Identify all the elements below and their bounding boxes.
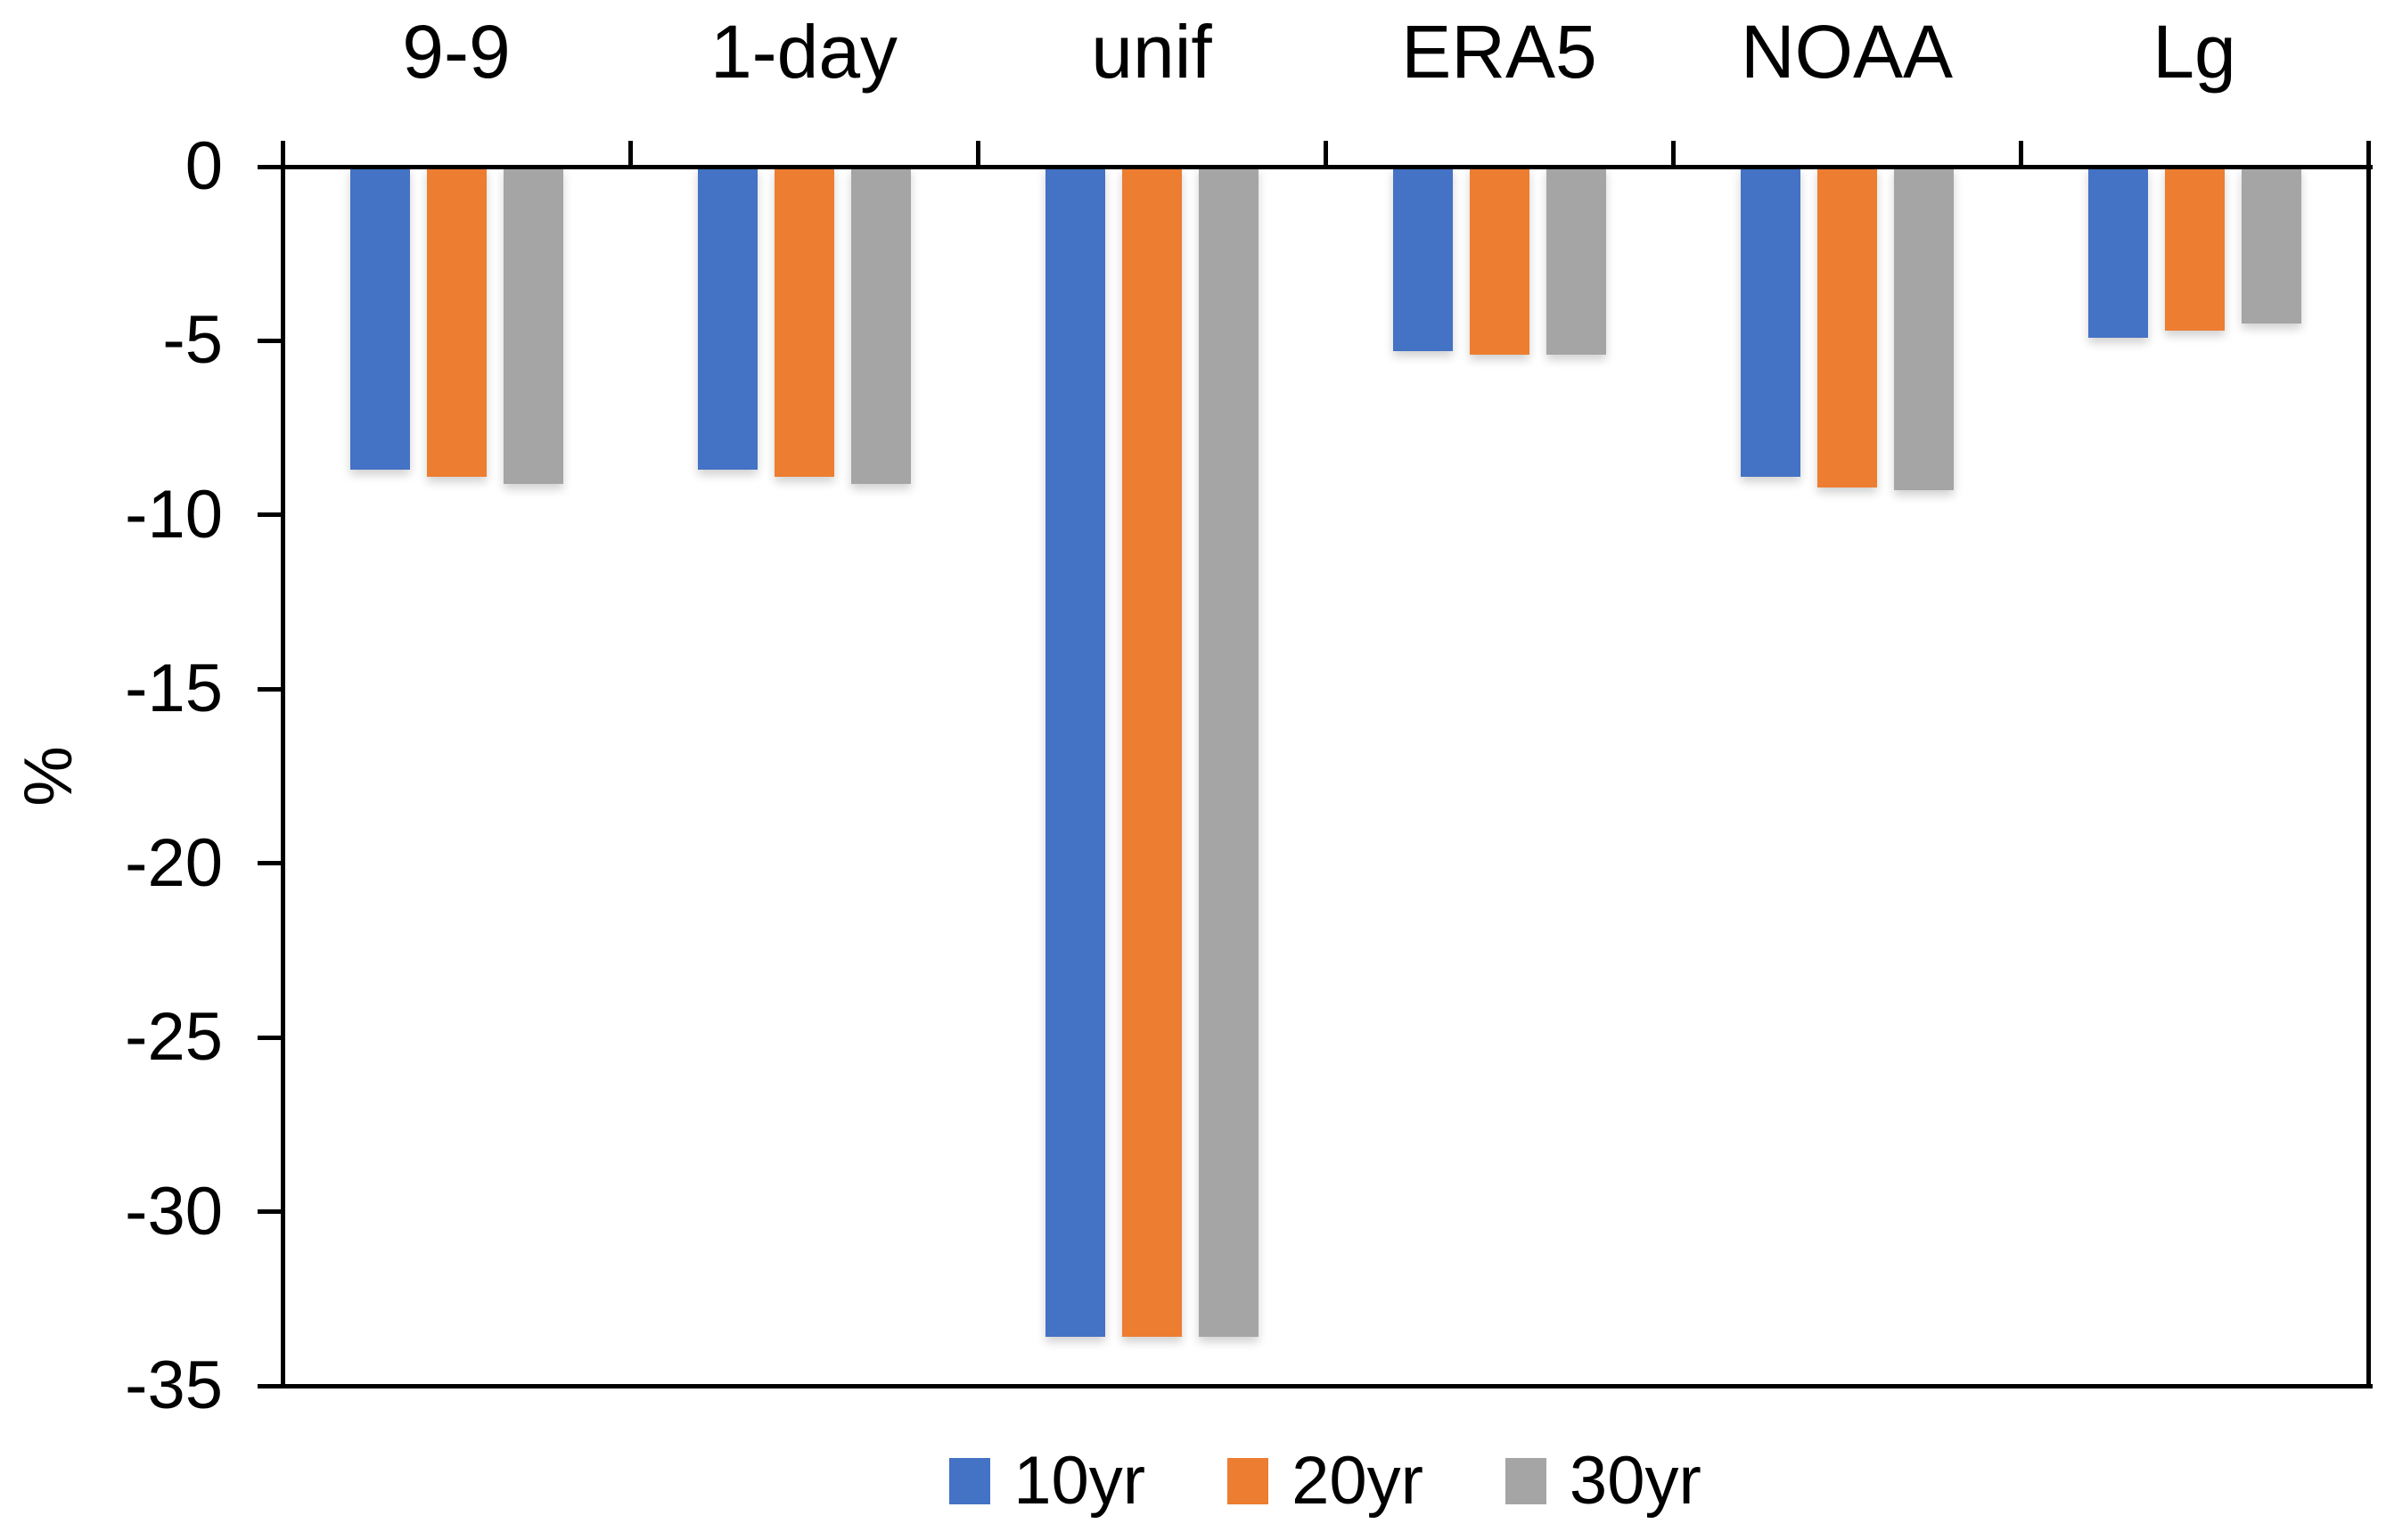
y-axis-tick-label: -10	[125, 476, 223, 553]
y-axis-tick-label: -20	[125, 824, 223, 901]
x-axis-bottom-line	[258, 1383, 2373, 1388]
legend-swatch-20yr	[1227, 1458, 1269, 1504]
legend-label: 30yr	[1569, 1443, 1701, 1519]
x-axis-zero-line	[283, 164, 2373, 169]
y-axis-tick	[258, 1209, 283, 1215]
bar-unif-10yr	[1045, 167, 1105, 1338]
y-axis-tick-label: -35	[125, 1348, 223, 1423]
category-label: 9-9	[402, 10, 511, 94]
legend-item-30yr: 30yr	[1505, 1441, 1701, 1521]
y-axis-tick	[258, 861, 283, 866]
bar-ERA5-30yr	[1546, 167, 1606, 356]
bar-Lg-10yr	[2087, 167, 2148, 338]
y-axis-tick	[258, 164, 283, 169]
y-axis-tick-label: -5	[162, 302, 223, 379]
y-axis-line	[280, 141, 285, 1386]
bar-Lg-20yr	[2164, 167, 2225, 331]
category-label: NOAA	[1740, 10, 1954, 94]
category-label: unif	[1091, 10, 1212, 94]
bar-NOAA-30yr	[1893, 167, 1954, 491]
category-label: 1-day	[709, 10, 898, 94]
bar-1-day-30yr	[850, 167, 911, 484]
bar-unif-20yr	[1121, 167, 1182, 1338]
legend-swatch-30yr	[1505, 1458, 1546, 1504]
bar-unif-30yr	[1198, 167, 1259, 1338]
legend-swatch-10yr	[949, 1458, 991, 1504]
category-boundary-tick	[1323, 141, 1328, 167]
y-axis-tick-label: -15	[125, 651, 223, 727]
bar-NOAA-20yr	[1816, 167, 1877, 487]
bar-9-9-30yr	[503, 167, 563, 484]
category-boundary-tick	[627, 141, 633, 167]
y-axis-title: %	[11, 746, 86, 807]
bar-1-day-10yr	[697, 167, 758, 471]
category-label: ERA5	[1401, 10, 1597, 94]
legend-item-20yr: 20yr	[1227, 1441, 1423, 1521]
category-boundary-tick	[975, 141, 980, 167]
bar-NOAA-10yr	[1740, 167, 1800, 477]
y-axis-tick-label: -30	[125, 1173, 223, 1249]
category-label: Lg	[2152, 10, 2236, 94]
bar-Lg-30yr	[2241, 167, 2301, 324]
bar-ERA5-20yr	[1469, 167, 1529, 356]
legend-item-10yr: 10yr	[949, 1441, 1145, 1521]
legend-label: 10yr	[1013, 1443, 1146, 1519]
y-axis-tick	[258, 1035, 283, 1040]
y-axis-tick-label: 0	[184, 128, 223, 204]
category-boundary-tick	[2018, 141, 2023, 167]
bar-ERA5-10yr	[1392, 167, 1453, 352]
right-border-line	[2366, 141, 2371, 1386]
bar-1-day-20yr	[774, 167, 834, 477]
y-axis-tick	[258, 1383, 283, 1388]
bar-9-9-10yr	[349, 167, 410, 471]
y-axis-tick	[258, 686, 283, 692]
legend-label: 20yr	[1291, 1443, 1423, 1519]
y-axis-tick	[258, 338, 283, 343]
category-boundary-tick	[1670, 141, 1676, 167]
legend: 10yr 20yr 30yr	[283, 1437, 2368, 1526]
y-axis-tick-label: -25	[125, 999, 223, 1076]
y-axis-tick	[258, 512, 283, 518]
bar-9-9-20yr	[426, 167, 487, 477]
